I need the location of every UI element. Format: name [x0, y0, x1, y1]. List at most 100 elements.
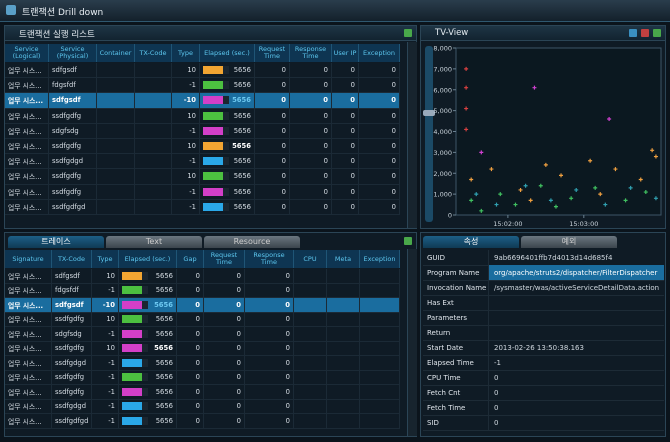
property-name: Return	[423, 325, 489, 340]
table-cell	[294, 385, 327, 399]
scatter-point	[553, 204, 558, 209]
cell-text: 0	[391, 111, 396, 120]
cell-text: ssdfgdgd	[55, 402, 87, 411]
table-cell: 0	[290, 139, 332, 154]
cell-text: 업무 시스...	[8, 417, 42, 426]
table-row: 업무 시스... fdgsfdf -1 5656 0 0 0 0	[5, 78, 400, 94]
x-tick-label: 15:02:00	[493, 220, 522, 228]
elapsed-bar-fill	[203, 96, 223, 105]
elapsed-bar	[203, 157, 229, 166]
cell-text: 0	[350, 187, 355, 196]
elapsed-bar	[122, 373, 148, 382]
y-tick-label: 0	[448, 212, 452, 220]
table-cell: sdgfsdg	[49, 123, 97, 138]
table-cell: 업무 시스...	[5, 414, 52, 428]
property-row: Fetch Time 0	[423, 400, 664, 416]
table-row: 업무 시스... fdgsfdf -1 5656 0 0 0	[5, 283, 400, 298]
cell-text: 10	[106, 315, 115, 324]
table-row: 업무 시스... sdgfsdg -1 5656 0 0 0	[5, 327, 400, 342]
property-name: Fetch Time	[423, 400, 489, 415]
scrollbar[interactable]	[407, 42, 417, 228]
cell-text: 업무 시스...	[8, 203, 42, 212]
table-row[interactable]: 업무 시스... sdfgsdf -10 5656 0 0 0 0	[5, 93, 400, 109]
table-cell	[360, 327, 400, 341]
table-cell: ssdfgdfg	[52, 370, 92, 384]
tab[interactable]: Resource	[204, 236, 300, 248]
table-cell: 0	[255, 199, 290, 214]
table-cell: 0	[177, 298, 204, 312]
elapsed-bar	[203, 66, 229, 75]
table-row[interactable]: 업무 시스... sdfgsdf -10 5656 0 0 0	[5, 298, 400, 313]
table-cell: ssdfgdfg	[49, 139, 97, 154]
table-cell	[135, 154, 172, 169]
table-cell: 업무 시스...	[5, 370, 52, 384]
table-cell: 0	[204, 312, 245, 326]
cell-text: 0	[195, 271, 200, 280]
table-cell	[327, 414, 360, 428]
table-cell: 업무 시스...	[5, 78, 49, 93]
table-cell: ssdfgdgd	[49, 154, 97, 169]
cell-text: 0	[195, 329, 200, 338]
property-value-text: /sysmaster/was/activeServiceDetailData.a…	[494, 283, 660, 292]
scatter-point	[548, 198, 553, 203]
table-row: 업무 시스... ssdfgdfg -1 5656 0 0 0 0	[5, 184, 400, 200]
table-cell	[327, 327, 360, 341]
tab[interactable]: Text	[106, 236, 202, 248]
cell-text: 0	[285, 344, 290, 353]
export-button[interactable]	[404, 237, 412, 245]
cell-text: 0	[350, 142, 355, 151]
cell-text: 0	[323, 111, 328, 120]
property-value: 2013-02-26 13:50:38.163	[489, 340, 664, 355]
table-cell: 업무 시스...	[5, 356, 52, 370]
table-cell	[294, 414, 327, 428]
title-bar: 트랜잭션 Drill down	[0, 0, 670, 22]
tool-button[interactable]	[629, 29, 637, 37]
slider-thumb[interactable]	[423, 110, 435, 116]
tab[interactable]: 속성	[423, 236, 519, 248]
table-cell: 0	[332, 169, 359, 184]
table-cell	[97, 63, 135, 78]
cell-text: -1	[108, 387, 115, 396]
table-cell	[360, 385, 400, 399]
elapsed-bar	[203, 126, 229, 135]
cell-text: 0	[323, 187, 328, 196]
elapsed-bar-fill	[122, 344, 142, 353]
export-button[interactable]	[404, 29, 412, 37]
cell-text: 5656	[233, 111, 251, 120]
property-row: CPU Time 0	[423, 370, 664, 386]
table-cell	[360, 269, 400, 283]
scatter-point	[538, 183, 543, 188]
property-value-text: -1	[494, 358, 501, 367]
tool-button[interactable]	[641, 29, 649, 37]
table-cell: 0	[359, 184, 400, 199]
table-cell: 10	[172, 169, 200, 184]
scrollbar[interactable]	[407, 249, 417, 436]
property-value: org/apache/struts2/dispatcher/FilterDisp…	[489, 265, 664, 280]
table-cell: 5656	[119, 414, 177, 428]
table-cell	[97, 78, 135, 93]
panel-title: TV-View	[435, 28, 469, 38]
elapsed-bar	[122, 402, 148, 411]
scatter-point	[607, 116, 612, 121]
column-header: User IP	[332, 44, 359, 62]
y-tick-label: 3,000	[433, 149, 452, 157]
panel-header: TV-View	[421, 26, 665, 41]
tab[interactable]: 트레이스	[8, 236, 104, 248]
table-row: 업무 시스... ssdfgdfg 10 5656 0 0 0 0	[5, 139, 400, 155]
table-cell: 0	[359, 78, 400, 93]
table-cell: 0	[177, 356, 204, 370]
tab[interactable]: 예외	[521, 236, 617, 248]
table-cell	[360, 312, 400, 326]
cell-text: 10	[106, 344, 115, 353]
elapsed-bar	[203, 187, 229, 196]
export-button[interactable]	[653, 29, 661, 37]
table-cell: 업무 시스...	[5, 139, 49, 154]
table-cell: 10	[172, 108, 200, 123]
table-cell: sdfgsdf	[52, 269, 92, 283]
table-cell: 0	[255, 154, 290, 169]
elapsed-bar-fill	[122, 416, 142, 425]
scatter-point	[464, 106, 469, 111]
elapsed-bar	[122, 300, 148, 309]
cell-text: 0	[195, 358, 200, 367]
